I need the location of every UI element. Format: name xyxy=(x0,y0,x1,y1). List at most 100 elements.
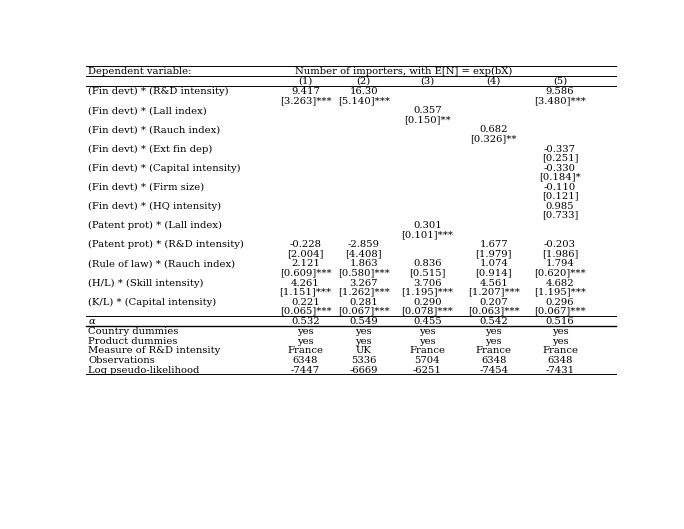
Text: 0.682: 0.682 xyxy=(479,125,508,134)
Text: -0.110: -0.110 xyxy=(544,183,576,192)
Text: [0.620]***: [0.620]*** xyxy=(534,268,586,277)
Text: -7447: -7447 xyxy=(291,366,320,375)
Text: [1.262]***: [1.262]*** xyxy=(338,287,390,296)
Text: 0.357: 0.357 xyxy=(413,106,442,115)
Text: [0.101]***: [0.101]*** xyxy=(402,230,453,239)
Text: France: France xyxy=(542,346,578,355)
Text: (K/L) * (Capital intensity): (K/L) * (Capital intensity) xyxy=(88,298,216,307)
Text: France: France xyxy=(287,346,324,355)
Text: [0.121]: [0.121] xyxy=(542,191,578,200)
Text: 0.516: 0.516 xyxy=(546,317,575,326)
Text: (Fin devt) * (Firm size): (Fin devt) * (Firm size) xyxy=(88,183,205,192)
Text: [0.733]: [0.733] xyxy=(542,211,578,220)
Text: 9.586: 9.586 xyxy=(546,87,574,96)
Text: 0.985: 0.985 xyxy=(546,202,575,211)
Text: 0.221: 0.221 xyxy=(291,298,320,307)
Text: 4.261: 4.261 xyxy=(291,279,320,288)
Text: 1.074: 1.074 xyxy=(479,259,508,268)
Text: (Fin devt) * (Rauch index): (Fin devt) * (Rauch index) xyxy=(88,125,220,134)
Text: Product dummies: Product dummies xyxy=(88,337,178,346)
Text: (Patent prot) * (R&D intensity): (Patent prot) * (R&D intensity) xyxy=(88,240,244,249)
Text: 4.561: 4.561 xyxy=(479,279,508,288)
Text: yes: yes xyxy=(297,337,314,346)
Text: [3.480]***: [3.480]*** xyxy=(534,96,586,105)
Text: [0.063]***: [0.063]*** xyxy=(468,306,519,315)
Text: [1.986]: [1.986] xyxy=(542,249,578,258)
Text: [0.251]: [0.251] xyxy=(542,153,578,162)
Text: yes: yes xyxy=(551,337,568,346)
Text: [0.326]**: [0.326]** xyxy=(471,134,517,143)
Text: -2.859: -2.859 xyxy=(347,240,380,249)
Text: 0.549: 0.549 xyxy=(350,317,378,326)
Text: -7431: -7431 xyxy=(545,366,575,375)
Text: yes: yes xyxy=(356,337,372,346)
Text: -6669: -6669 xyxy=(350,366,378,375)
Text: (Fin devt) * (Ext fin dep): (Fin devt) * (Ext fin dep) xyxy=(88,144,213,153)
Text: [3.263]***: [3.263]*** xyxy=(280,96,331,105)
Text: yes: yes xyxy=(419,327,436,336)
Text: [1.207]***: [1.207]*** xyxy=(468,287,520,296)
Text: 0.455: 0.455 xyxy=(413,317,442,326)
Text: yes: yes xyxy=(356,327,372,336)
Text: [1.195]***: [1.195]*** xyxy=(534,287,586,296)
Text: [0.078]***: [0.078]*** xyxy=(402,306,453,315)
Text: 0.290: 0.290 xyxy=(413,298,442,307)
Text: [0.065]***: [0.065]*** xyxy=(280,306,331,315)
Text: [0.609]***: [0.609]*** xyxy=(280,268,331,277)
Text: [0.067]***: [0.067]*** xyxy=(534,306,586,315)
Text: 6348: 6348 xyxy=(293,356,318,365)
Text: 0.836: 0.836 xyxy=(413,259,442,268)
Text: [0.067]***: [0.067]*** xyxy=(338,306,390,315)
Text: (1): (1) xyxy=(298,77,313,86)
Text: 0.281: 0.281 xyxy=(350,298,378,307)
Text: (Fin devt) * (R&D intensity): (Fin devt) * (R&D intensity) xyxy=(88,87,228,96)
Text: 2.121: 2.121 xyxy=(291,259,320,268)
Text: [5.140]***: [5.140]*** xyxy=(338,96,390,105)
Text: (Fin devt) * (Capital intensity): (Fin devt) * (Capital intensity) xyxy=(88,163,241,173)
Text: 0.542: 0.542 xyxy=(479,317,508,326)
Text: 0.532: 0.532 xyxy=(291,317,320,326)
Text: yes: yes xyxy=(419,337,436,346)
Text: 6348: 6348 xyxy=(547,356,573,365)
Text: Country dummies: Country dummies xyxy=(88,327,179,336)
Text: yes: yes xyxy=(297,327,314,336)
Text: UK: UK xyxy=(356,346,371,355)
Text: 1.863: 1.863 xyxy=(350,259,378,268)
Text: (H/L) * (Skill intensity): (H/L) * (Skill intensity) xyxy=(88,279,204,288)
Text: 0.301: 0.301 xyxy=(413,221,442,230)
Text: [1.979]: [1.979] xyxy=(475,249,512,258)
Text: (3): (3) xyxy=(420,77,434,86)
Text: -7454: -7454 xyxy=(479,366,508,375)
Text: yes: yes xyxy=(551,327,568,336)
Text: (Rule of law) * (Rauch index): (Rule of law) * (Rauch index) xyxy=(88,259,235,268)
Text: yes: yes xyxy=(486,337,502,346)
Text: -6251: -6251 xyxy=(413,366,442,375)
Text: 0.296: 0.296 xyxy=(546,298,574,307)
Text: (Fin devt) * (Lall index): (Fin devt) * (Lall index) xyxy=(88,106,207,115)
Text: Measure of R&D intensity: Measure of R&D intensity xyxy=(88,346,220,355)
Text: -0.203: -0.203 xyxy=(544,240,576,249)
Text: (4): (4) xyxy=(486,77,501,86)
Text: [1.195]***: [1.195]*** xyxy=(402,287,453,296)
Text: [1.151]***: [1.151]*** xyxy=(280,287,332,296)
Text: France: France xyxy=(410,346,445,355)
Text: 3.706: 3.706 xyxy=(413,279,442,288)
Text: [4.408]: [4.408] xyxy=(345,249,382,258)
Text: [0.150]**: [0.150]** xyxy=(404,115,451,124)
Text: 5336: 5336 xyxy=(351,356,376,365)
Text: France: France xyxy=(475,346,512,355)
Text: 5704: 5704 xyxy=(415,356,440,365)
Text: (5): (5) xyxy=(553,77,567,86)
Text: 0.207: 0.207 xyxy=(479,298,508,307)
Text: (Fin devt) * (HQ intensity): (Fin devt) * (HQ intensity) xyxy=(88,202,222,211)
Text: Observations: Observations xyxy=(88,356,155,365)
Text: -0.337: -0.337 xyxy=(544,144,576,153)
Text: 6348: 6348 xyxy=(481,356,506,365)
Text: (Patent prot) * (Lall index): (Patent prot) * (Lall index) xyxy=(88,221,222,230)
Text: yes: yes xyxy=(486,327,502,336)
Text: [2.004]: [2.004] xyxy=(287,249,324,258)
Text: Number of importers, with E[N] = exp(bX): Number of importers, with E[N] = exp(bX) xyxy=(295,67,512,76)
Text: 1.794: 1.794 xyxy=(546,259,575,268)
Text: 9.417: 9.417 xyxy=(291,87,320,96)
Text: 16.30: 16.30 xyxy=(350,87,378,96)
